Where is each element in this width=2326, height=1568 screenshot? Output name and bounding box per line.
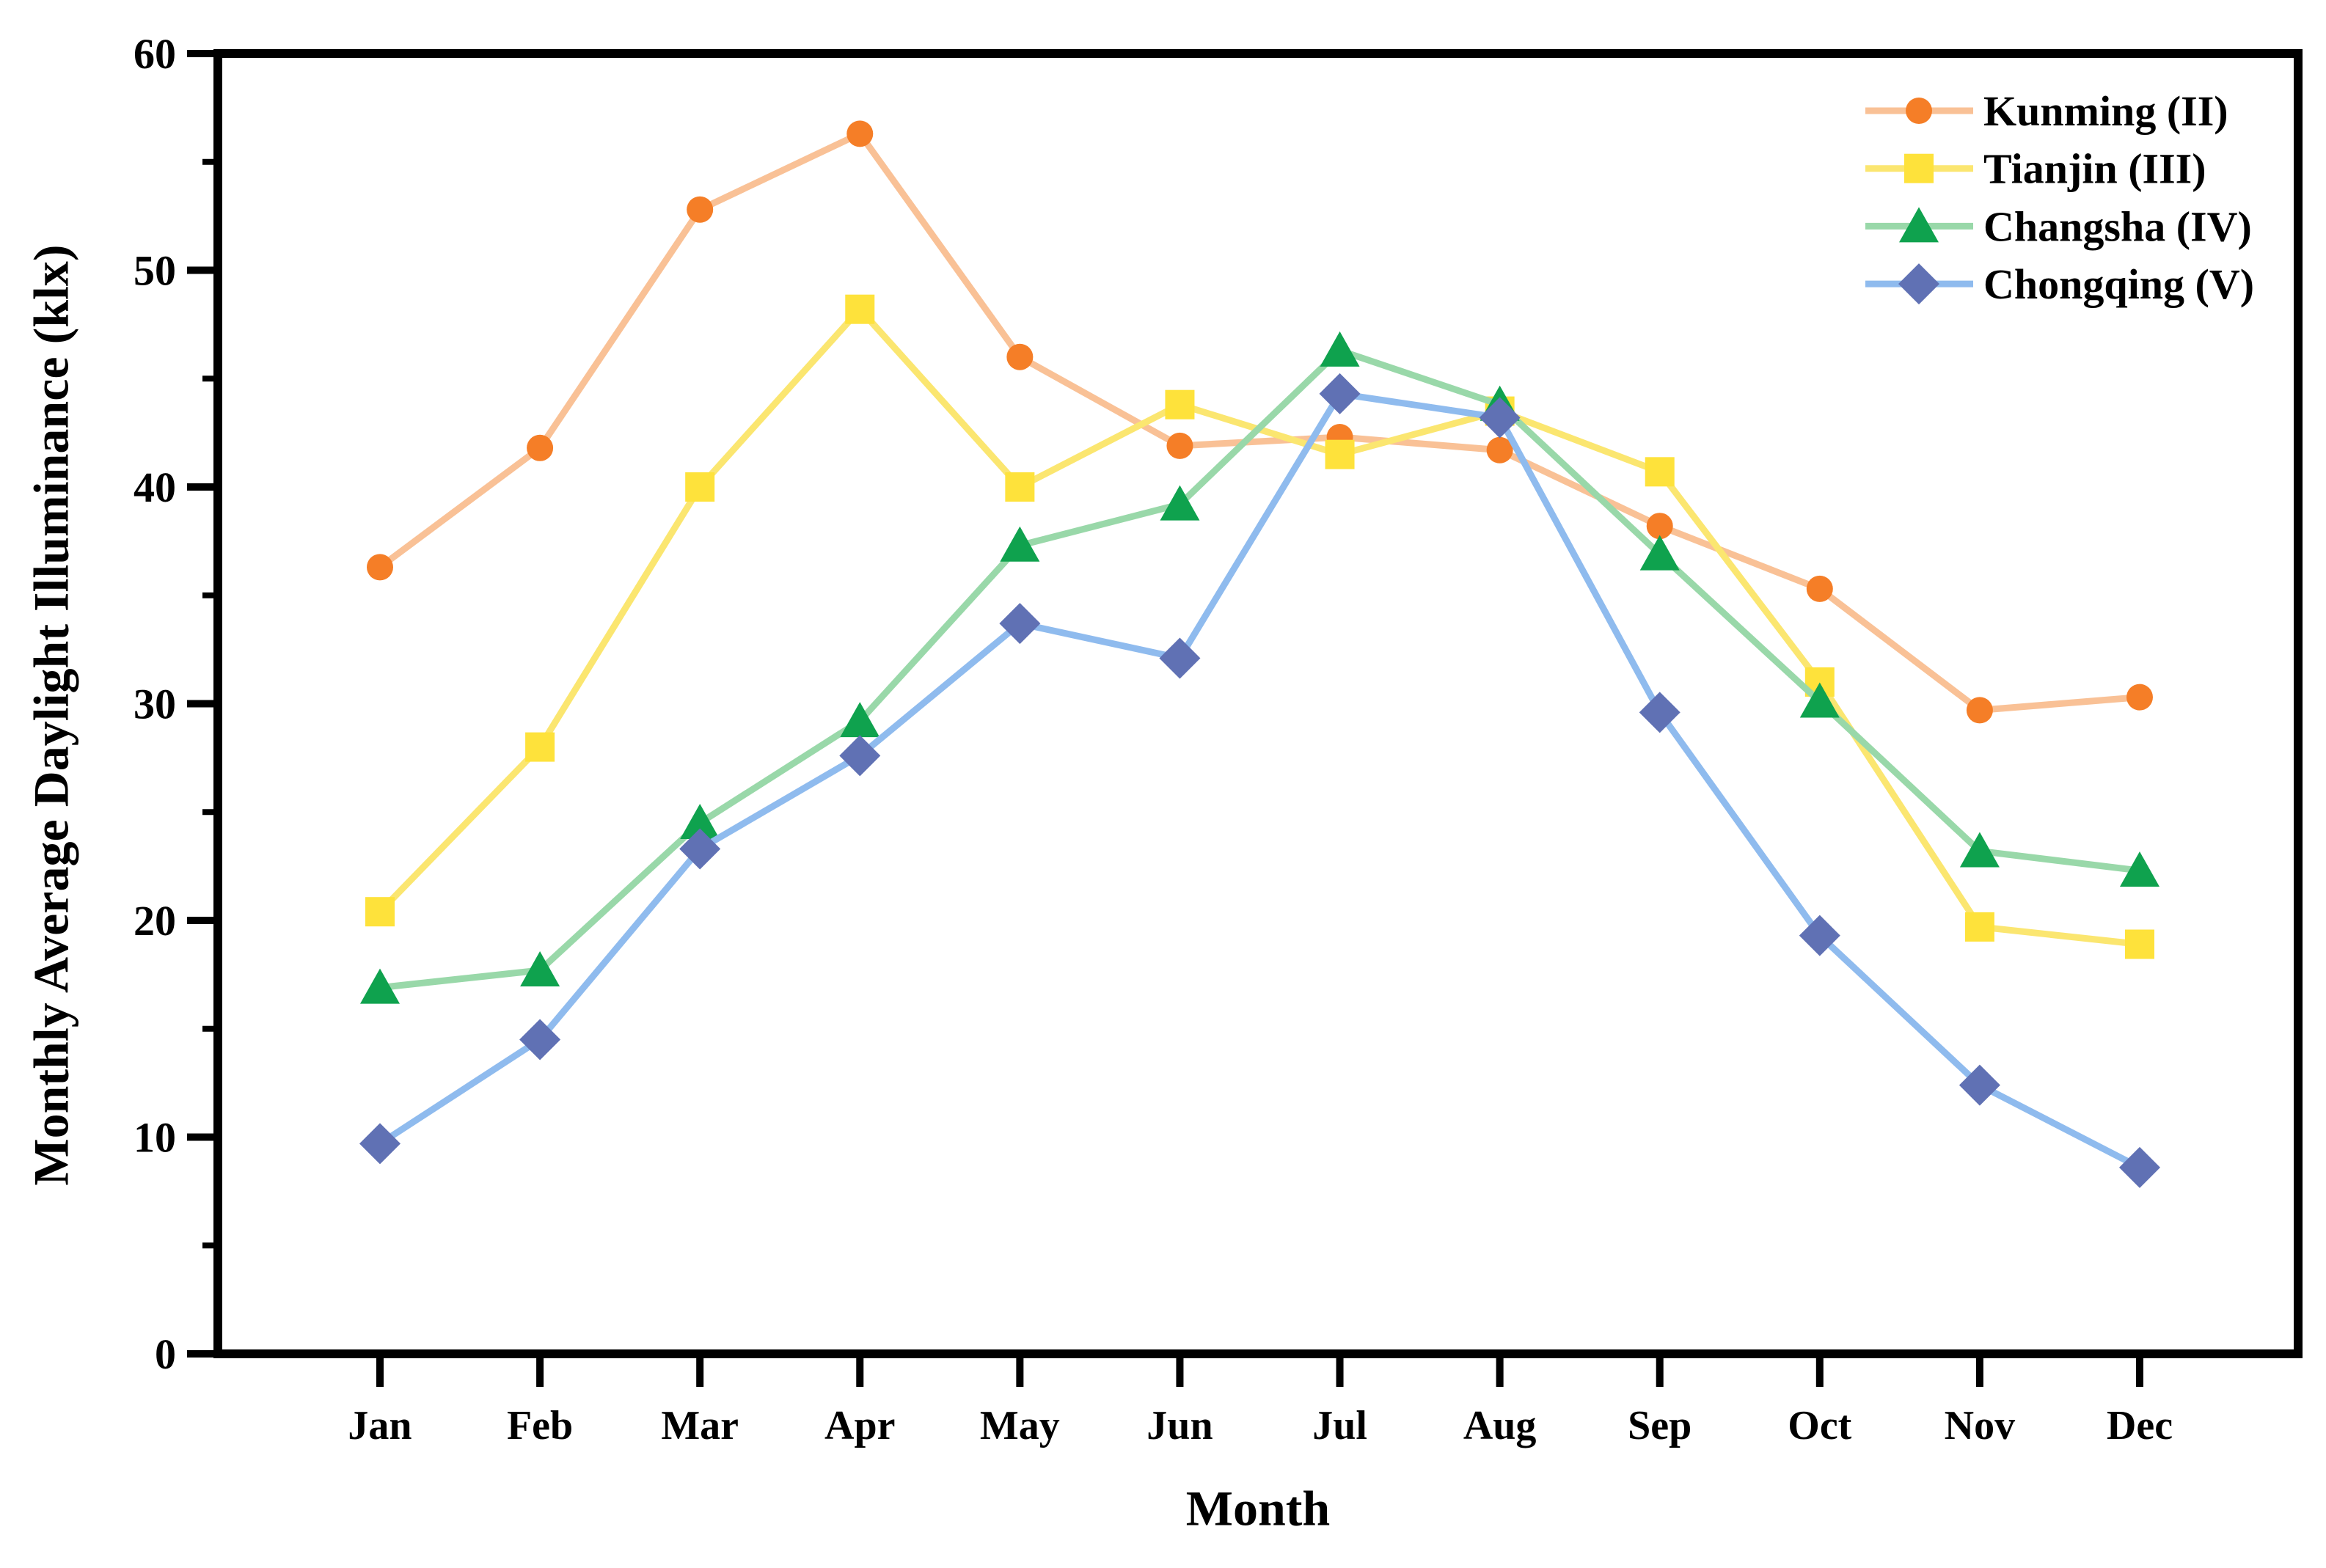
x-tick-label-dec: Dec [2107,1403,2173,1448]
x-tick-label-may: May [980,1403,1060,1448]
marker-tianjin-iii-may [1005,472,1035,502]
marker-tianjin-iii-nov [1964,912,1994,942]
marker-chongqing-v-nov [1959,1064,2000,1106]
marker-tianjin-iii-jun [1165,389,1195,420]
y-tick-label: 0 [155,1330,176,1378]
marker-chongqing-v-jan [359,1123,401,1165]
marker-changsha-iv-jan [360,968,400,1004]
legend-marker-kunming-ii [1906,98,1932,124]
marker-chongqing-v-sep [1639,692,1681,733]
y-tick-label: 10 [134,1114,176,1162]
marker-changsha-iv-jun [1160,485,1200,521]
marker-chongqing-v-jun [1159,637,1201,679]
x-tick-label-sep: Sep [1628,1403,1692,1448]
x-tick-label-jun: Jun [1146,1403,1213,1448]
y-tick-label: 60 [134,30,176,78]
x-tick-label-feb: Feb [507,1403,573,1448]
legend-label-changsha-iv: Changsha (IV) [1983,202,2252,250]
series-line-chongqing-v [376,390,2143,1171]
x-tick-label-oct: Oct [1788,1403,1851,1448]
marker-tianjin-iii-mar [685,472,715,502]
marker-changsha-iv-dec [2119,851,2159,887]
marker-changsha-iv-jul [1320,331,1360,367]
marker-tianjin-iii-dec [2124,929,2154,959]
marker-chongqing-v-dec [2118,1146,2160,1188]
marker-changsha-iv-sep [1639,535,1680,571]
legend-marker-changsha-iv [1899,207,1939,243]
x-tick-label-aug: Aug [1463,1403,1537,1448]
legend-marker-tianjin-iii [1904,153,1934,183]
marker-changsha-iv-nov [1959,832,2000,868]
legend-label-chongqing-v: Chongqing (V) [1983,260,2254,308]
marker-changsha-iv-mar [680,804,720,840]
marker-tianjin-iii-feb [525,732,555,762]
series-line-kunming-ii [376,130,2143,714]
marker-chongqing-v-oct [1799,915,1840,956]
marker-chongqing-v-mar [679,828,721,870]
marker-kunming-ii-feb [527,434,554,461]
series-line-changsha-iv [376,347,2143,992]
x-tick-label-jul: Jul [1312,1403,1367,1448]
y-tick-label: 30 [134,681,176,728]
y-tick-label: 40 [134,464,176,511]
marker-chongqing-v-may [999,603,1041,645]
marker-chongqing-v-apr [839,735,881,777]
y-axis-title: Monthly Average Daylight Illuminance (kl… [23,244,79,1186]
marker-kunming-ii-mar [687,196,714,223]
marker-kunming-ii-dec [2126,684,2153,711]
marker-kunming-ii-apr [846,120,874,147]
marker-tianjin-iii-sep [1645,457,1675,487]
x-tick-label-mar: Mar [661,1403,739,1448]
marker-kunming-ii-nov [1966,697,1993,724]
marker-chongqing-v-aug [1479,397,1521,439]
marker-changsha-iv-feb [520,950,560,986]
marker-kunming-ii-aug [1486,436,1513,464]
legend-marker-chongqing-v [1898,263,1939,305]
legend-label-tianjin-iii: Tianjin (III) [1983,145,2206,193]
marker-chongqing-v-jul [1319,373,1361,414]
y-tick-label: 20 [134,897,176,945]
x-tick-label-apr: Apr [824,1403,895,1448]
marker-tianjin-iii-jan [365,897,395,927]
marker-tianjin-iii-apr [845,294,875,324]
marker-changsha-iv-oct [1799,682,1840,718]
marker-changsha-iv-may [1000,526,1040,562]
x-axis-title: Month [1185,1480,1331,1536]
x-tick-label-nov: Nov [1945,1403,2015,1448]
marker-changsha-iv-apr [840,702,880,738]
marker-kunming-ii-jan [367,554,393,581]
marker-kunming-ii-sep [1646,513,1673,540]
series-line-tianjin-iii [376,306,2143,948]
y-tick-label: 50 [134,247,176,295]
legend-label-kunming-ii: Kunming (II) [1983,87,2228,135]
marker-kunming-ii-oct [1806,575,1833,602]
marker-kunming-ii-may [1006,343,1034,370]
x-tick-label-jan: Jan [348,1403,412,1448]
marker-tianjin-iii-jul [1325,439,1355,469]
marker-chongqing-v-feb [519,1019,561,1060]
marker-kunming-ii-jun [1166,432,1193,459]
